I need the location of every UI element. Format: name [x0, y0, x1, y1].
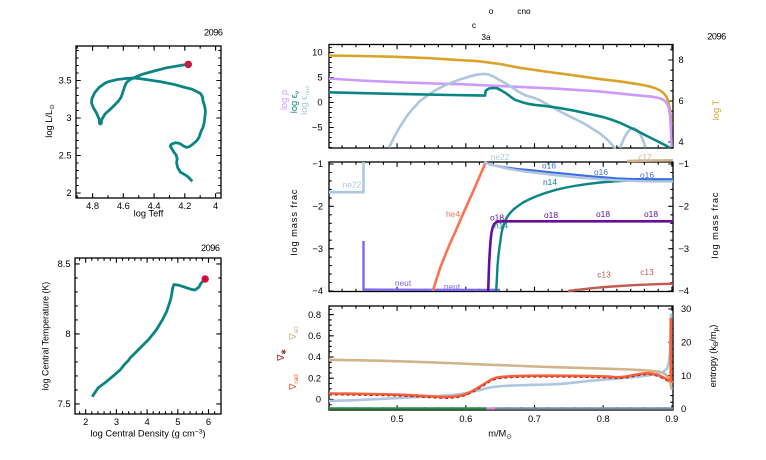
svg-text:log εν: log εν — [289, 91, 301, 113]
svg-text:4: 4 — [145, 417, 150, 427]
svg-text:4.6: 4.6 — [117, 201, 130, 211]
svg-text:2096: 2096 — [204, 28, 223, 38]
svg-text:0.5: 0.5 — [391, 414, 404, 424]
svg-text:c: c — [472, 20, 476, 30]
svg-text:o16: o16 — [542, 160, 556, 170]
svg-text:6: 6 — [206, 417, 211, 427]
svg-text:o18: o18 — [644, 209, 658, 219]
svg-text:c12: c12 — [638, 152, 652, 162]
svg-text:ne22: ne22 — [343, 179, 362, 189]
svg-text:c13: c13 — [640, 267, 654, 277]
svg-text:o18: o18 — [490, 213, 504, 223]
svg-text:log mass frac: log mass frac — [710, 192, 720, 259]
svg-text:c13: c13 — [597, 270, 611, 280]
svg-text:−1: −1 — [679, 159, 690, 169]
svg-text:−4: −4 — [312, 286, 323, 296]
svg-text:−2: −2 — [312, 202, 323, 212]
svg-text:3a: 3a — [481, 32, 491, 42]
svg-text:o18: o18 — [544, 210, 558, 220]
svg-text:10: 10 — [312, 48, 322, 58]
svg-text:log mass frac: log mass frac — [289, 189, 299, 256]
svg-text:neut: neut — [444, 281, 461, 291]
svg-text:2096: 2096 — [707, 31, 726, 41]
svg-text:3: 3 — [66, 113, 71, 123]
svg-text:neut: neut — [395, 278, 412, 288]
svg-text:7.5: 7.5 — [58, 399, 71, 409]
svg-text:ne22: ne22 — [491, 152, 510, 162]
svg-text:4.2: 4.2 — [178, 201, 191, 211]
svg-text:log ρ: log ρ — [279, 90, 289, 110]
svg-text:log T: log T — [711, 99, 721, 120]
svg-text:4.4: 4.4 — [148, 201, 161, 211]
svg-text:6: 6 — [679, 96, 684, 106]
svg-text:he4: he4 — [446, 209, 460, 219]
svg-text:5: 5 — [175, 417, 180, 427]
svg-text:2: 2 — [83, 417, 88, 427]
svg-text:0.7: 0.7 — [528, 414, 541, 424]
svg-text:−4: −4 — [679, 286, 690, 296]
svg-text:0.6: 0.6 — [459, 414, 472, 424]
svg-text:log Teff: log Teff — [134, 209, 164, 219]
svg-text:o16: o16 — [640, 170, 654, 180]
svg-text:3: 3 — [114, 417, 119, 427]
svg-text:0.8: 0.8 — [308, 310, 321, 320]
svg-text:30: 30 — [681, 304, 691, 314]
svg-text:o16: o16 — [594, 167, 608, 177]
svg-text:o18: o18 — [596, 209, 610, 219]
svg-text:8.5: 8.5 — [58, 259, 71, 269]
svg-text:log Central Density (g cm−3): log Central Density (g cm−3) — [90, 428, 205, 438]
svg-text:0.8: 0.8 — [597, 414, 610, 424]
svg-text:log L/L⊙: log L/L⊙ — [44, 104, 56, 138]
svg-text:20: 20 — [681, 338, 691, 348]
svg-text:4: 4 — [679, 137, 684, 147]
svg-text:0: 0 — [317, 98, 322, 108]
svg-text:0.9: 0.9 — [665, 414, 678, 424]
svg-text:4: 4 — [213, 201, 218, 211]
svg-text:−1: −1 — [312, 159, 323, 169]
svg-text:cno: cno — [517, 6, 531, 16]
svg-text:8: 8 — [65, 329, 70, 339]
svg-text:2096: 2096 — [201, 243, 220, 253]
svg-text:3.5: 3.5 — [59, 76, 72, 86]
svg-text:2.5: 2.5 — [59, 151, 72, 161]
svg-text:m/M⊙: m/M⊙ — [488, 429, 512, 441]
svg-text:n14: n14 — [543, 177, 557, 187]
svg-text:10: 10 — [681, 371, 691, 381]
svg-text:−3: −3 — [312, 244, 323, 254]
svg-text:entropy (kB/mp): entropy (kB/mp) — [708, 325, 720, 388]
svg-text:−2: −2 — [679, 202, 690, 212]
svg-text:8: 8 — [679, 55, 684, 65]
svg-text:5: 5 — [317, 73, 322, 83]
svg-text:−5: −5 — [312, 123, 323, 133]
svg-text:0: 0 — [681, 404, 686, 414]
svg-text:log Central Temperature (K): log Central Temperature (K) — [41, 282, 51, 390]
svg-text:−3: −3 — [679, 244, 690, 254]
svg-text:4.8: 4.8 — [86, 201, 99, 211]
svg-text:0.2: 0.2 — [308, 373, 321, 383]
svg-text:0: 0 — [316, 395, 321, 405]
svg-text:0.6: 0.6 — [308, 331, 321, 341]
svg-text:n14: n14 — [494, 220, 508, 230]
svg-text:2: 2 — [66, 188, 71, 198]
svg-text:o: o — [489, 6, 494, 16]
svg-text:0.4: 0.4 — [308, 352, 321, 362]
